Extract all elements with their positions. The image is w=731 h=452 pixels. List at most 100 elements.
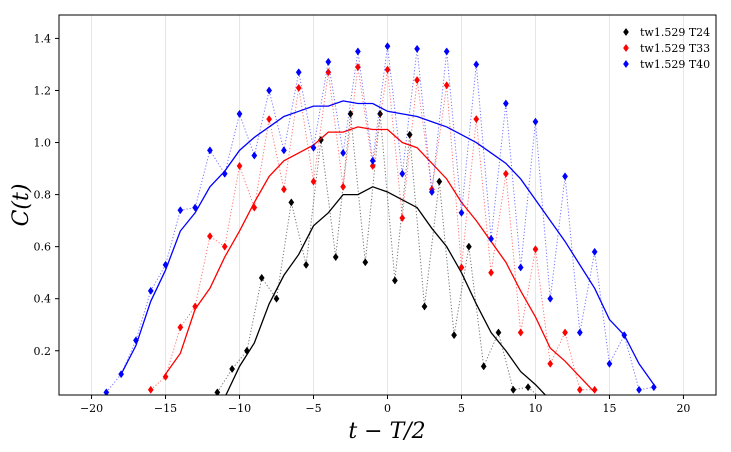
data-point [369,156,376,165]
data-point [576,328,583,337]
grid-lines [91,15,684,395]
data-point [236,109,243,118]
y-tick-label: 1.4 [34,32,52,45]
data-point [281,185,287,194]
x-tick-label: 0 [384,402,391,415]
data-point [347,109,354,118]
legend-marker [623,43,629,53]
data-point [384,65,391,74]
data-point [162,260,169,269]
series-solid-line [165,126,596,393]
data-point [221,242,228,251]
data-point [532,245,539,254]
data-point [399,169,406,178]
data-point [428,187,435,197]
y-axis-label: C(t) [9,184,34,227]
legend-entry: tw1.529 T40 [623,58,710,71]
data-point [236,161,243,170]
legend-label: tw1.529 T33 [640,42,710,55]
data-point [354,47,361,56]
data-point [266,86,273,95]
data-point [325,57,332,66]
x-tick-label: 10 [528,402,542,415]
series-2 [103,42,657,395]
data-point [295,83,302,92]
data-point [377,109,384,118]
x-tick-label: 15 [602,402,616,415]
legend-entry: tw1.529 T24 [623,26,710,39]
data-point [147,286,154,295]
data-point [399,213,406,223]
data-point [177,206,184,215]
y-tick-label: 0.6 [34,241,52,254]
data-point [576,385,583,394]
data-point [458,208,465,217]
data-point [517,328,524,337]
data-point [458,263,465,272]
series-1 [147,63,598,394]
data-point [103,388,110,395]
data-point [244,346,250,355]
data-point [547,294,554,303]
data-point [488,234,494,243]
data-point [591,385,598,394]
data-point [288,198,295,207]
data-point [510,385,517,394]
data-point [436,177,443,186]
data-point [636,385,642,394]
data-point [118,370,125,379]
data-point [473,115,480,124]
data-point [177,323,184,332]
y-tick-label: 0.2 [34,345,52,358]
data-point [495,328,502,337]
data-point [650,383,657,392]
y-tick-label: 1.0 [34,137,52,150]
data-point [192,203,199,212]
series-solid-line [225,186,547,395]
data-point [502,169,509,178]
legend-entry: tw1.529 T33 [623,42,710,55]
data-point [310,177,317,186]
data-point [192,302,199,311]
plot-series-group [103,42,657,395]
data-point [303,260,310,269]
series-0 [214,109,547,395]
legend-label: tw1.529 T24 [640,26,710,39]
data-point [421,302,428,311]
data-point [362,258,369,267]
data-point [310,143,317,152]
data-point [443,47,450,56]
data-point [547,359,554,368]
data-point [162,372,169,381]
data-point [207,232,213,241]
data-point [621,331,628,340]
data-point [414,44,421,53]
data-point [517,263,524,272]
data-point [281,146,287,155]
data-point [443,81,450,90]
data-point [502,99,509,108]
data-point [340,182,347,191]
data-point [525,383,531,392]
data-point [532,117,539,126]
x-tick-label: −5 [305,402,321,415]
y-tick-label: 1.2 [34,84,52,97]
data-point [451,331,457,340]
data-point [384,42,391,51]
y-tick-label: 0.8 [34,189,52,202]
data-point [488,268,494,277]
data-point [273,294,280,303]
data-point [214,388,221,395]
x-axis-label: t − T/2 [348,419,425,444]
data-point [591,247,598,256]
data-point [465,242,472,251]
data-point [147,385,154,394]
x-tick-label: −20 [80,402,103,415]
data-point [251,203,258,212]
data-point [473,60,480,69]
legend-marker [623,59,629,69]
x-tick-label: −15 [154,402,177,415]
data-point [606,359,613,368]
